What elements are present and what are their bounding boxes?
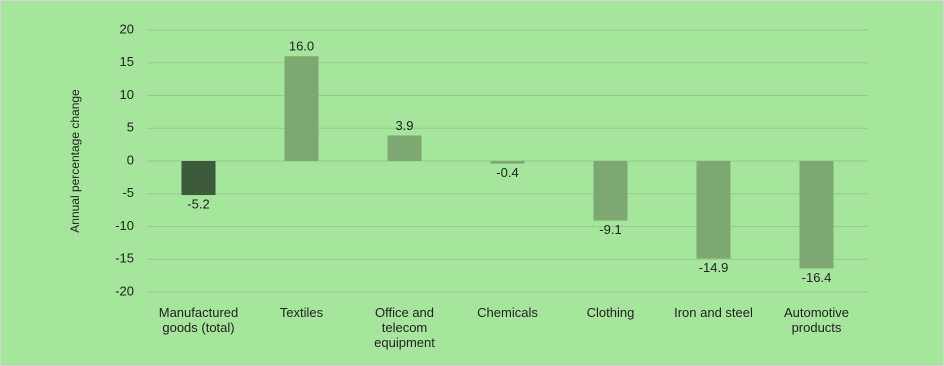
y-tick-label: 5	[127, 120, 134, 135]
bar	[181, 161, 216, 196]
value-label: -14.9	[699, 260, 729, 275]
bar	[696, 161, 731, 259]
bar	[387, 135, 422, 161]
x-tick-label: Automotive products	[783, 305, 850, 335]
x-tick-label: Office and telecom equipment	[374, 305, 435, 350]
value-label: -16.4	[802, 270, 832, 285]
bar	[799, 161, 834, 269]
y-tick-label: 10	[120, 87, 134, 102]
y-axis-label: Annual percentage change	[68, 89, 82, 233]
x-tick-label: Chemicals	[477, 305, 538, 320]
value-label: 3.9	[395, 118, 413, 133]
x-tick-label: Manufactured goods (total)	[158, 305, 239, 335]
value-label: 16.0	[289, 39, 314, 54]
y-tick-label: 15	[120, 54, 134, 69]
y-tick-label: 20	[120, 21, 134, 36]
y-tick-label: -15	[115, 251, 134, 266]
x-tick-label: Textiles	[279, 305, 324, 320]
y-tick-label: -20	[115, 283, 134, 298]
value-label: -0.4	[496, 165, 518, 180]
value-label: -5.2	[187, 196, 209, 211]
bar	[490, 161, 525, 164]
x-tick-label: Clothing	[586, 305, 635, 320]
y-tick-label: 0	[127, 152, 134, 167]
bar	[593, 161, 628, 221]
bar	[284, 56, 319, 162]
y-tick-label: -10	[115, 218, 134, 233]
x-tick-label: Iron and steel	[674, 305, 753, 320]
y-tick-label: -5	[122, 185, 134, 200]
value-label: -9.1	[599, 222, 621, 237]
